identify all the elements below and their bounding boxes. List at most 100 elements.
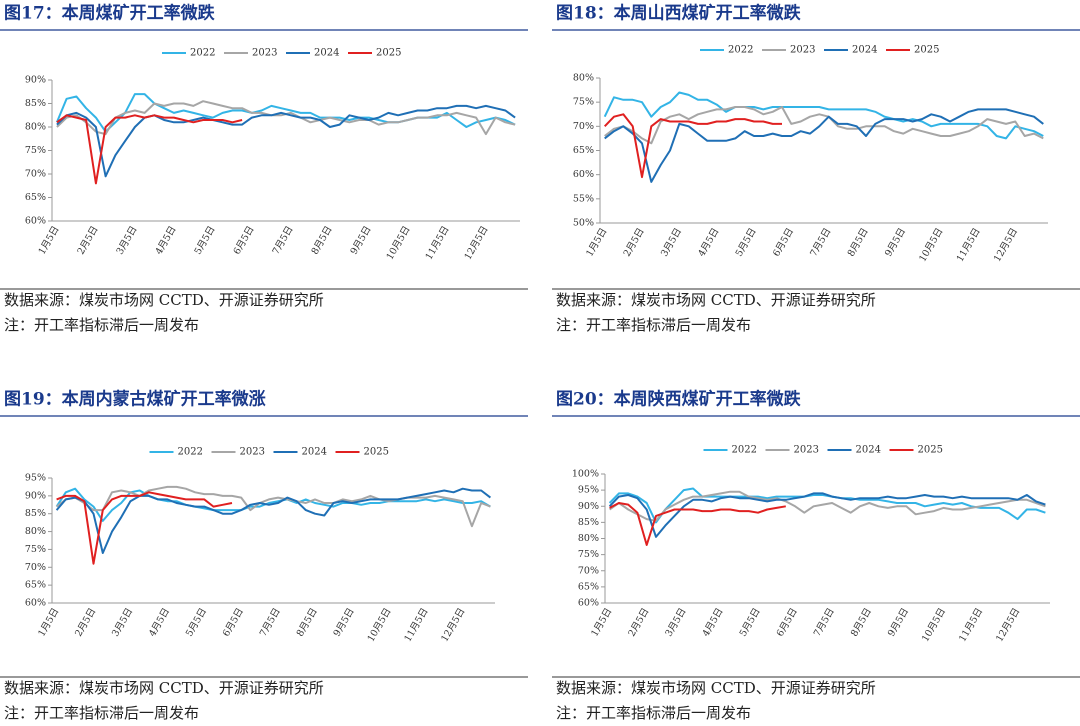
- y-tick-label: 55%: [573, 193, 594, 204]
- x-tick-label: 10月5日: [920, 606, 948, 644]
- x-tick-label: 5月5日: [193, 224, 218, 256]
- legend-label: 2025: [376, 48, 401, 59]
- x-tick-label: 2月5日: [622, 226, 647, 258]
- x-tick-label: 3月5日: [110, 606, 135, 638]
- y-tick-label: 75%: [573, 97, 594, 108]
- x-tick-label: 7月5日: [812, 606, 837, 638]
- y-tick-label: 80%: [573, 73, 594, 84]
- x-tick-label: 8月5日: [295, 606, 320, 638]
- x-tick-label: 9月5日: [349, 224, 374, 256]
- series-line: [56, 114, 243, 185]
- x-tick-label: 8月5日: [849, 606, 874, 638]
- y-tick-label: 90%: [25, 75, 46, 86]
- y-tick-label: 60%: [578, 598, 599, 609]
- x-tick-label: 1月5日: [37, 224, 62, 256]
- x-tick-label: 9月5日: [332, 606, 357, 638]
- x-tick-label: 6月5日: [771, 226, 796, 258]
- y-tick-label: 80%: [578, 533, 599, 544]
- y-tick-label: 60%: [25, 598, 46, 609]
- legend-label: 2023: [794, 445, 819, 456]
- x-tick-label: 11月5日: [955, 226, 983, 264]
- x-tick-label: 4月5日: [701, 606, 726, 638]
- series-line: [55, 93, 516, 133]
- figure-title: 图17：本周煤矿开工率微跌: [4, 3, 216, 24]
- x-tick-label: 11月5日: [957, 606, 985, 644]
- x-tick-label: 12月5日: [994, 606, 1022, 644]
- y-tick-label: 85%: [25, 98, 46, 109]
- series-line: [56, 104, 516, 178]
- y-tick-label: 70%: [25, 562, 46, 573]
- y-tick-label: 60%: [573, 169, 594, 180]
- legend-label: 2024: [302, 447, 327, 458]
- y-tick-label: 90%: [25, 490, 46, 501]
- legend-label: 2024: [852, 45, 877, 56]
- legend-label: 2025: [918, 445, 943, 456]
- x-tick-label: 6月5日: [221, 606, 246, 638]
- series-line: [603, 113, 782, 179]
- series-line: [604, 106, 1044, 145]
- series-line: [608, 492, 1046, 538]
- x-tick-label: 1月5日: [36, 606, 61, 638]
- y-tick-label: 70%: [25, 169, 46, 180]
- legend-label: 2023: [252, 48, 277, 59]
- x-tick-label: 11月5日: [424, 224, 452, 262]
- series-line: [603, 91, 1044, 140]
- x-tick-label: 7月5日: [808, 226, 833, 258]
- x-tick-label: 10月5日: [917, 226, 945, 264]
- x-tick-label: 5月5日: [734, 226, 759, 258]
- legend-label: 2022: [178, 447, 203, 458]
- x-tick-label: 10月5日: [366, 606, 394, 644]
- note-text: 注：开工率指标滞后一周发布: [4, 704, 199, 722]
- series-line: [609, 490, 1046, 522]
- series-line: [55, 487, 491, 522]
- x-tick-label: 3月5日: [663, 606, 688, 638]
- x-tick-label: 7月5日: [271, 224, 296, 256]
- x-tick-label: 12月5日: [439, 606, 467, 644]
- x-tick-label: 12月5日: [992, 226, 1020, 264]
- series-line: [604, 108, 1044, 183]
- figure-title: 图18：本周山西煤矿开工率微跌: [556, 3, 802, 24]
- source-text: 数据来源：煤炭市场网 CCTD、开源证券研究所: [556, 291, 876, 309]
- x-tick-label: 3月5日: [659, 226, 684, 258]
- x-tick-label: 4月5日: [696, 226, 721, 258]
- legend-label: 2025: [364, 447, 389, 458]
- y-tick-label: 85%: [25, 508, 46, 519]
- y-tick-label: 50%: [573, 218, 594, 229]
- x-tick-label: 1月5日: [584, 226, 609, 258]
- source-text: 数据来源：煤炭市场网 CCTD、开源证券研究所: [4, 291, 324, 309]
- y-tick-label: 75%: [578, 549, 599, 560]
- x-tick-label: 11月5日: [402, 606, 430, 644]
- y-tick-label: 85%: [578, 517, 599, 528]
- y-tick-label: 80%: [25, 122, 46, 133]
- note-text: 注：开工率指标滞后一周发布: [4, 316, 199, 334]
- y-tick-label: 65%: [25, 580, 46, 591]
- legend-label: 2023: [240, 447, 265, 458]
- legend-label: 2024: [856, 445, 881, 456]
- x-tick-label: 2月5日: [76, 224, 101, 256]
- x-tick-label: 4月5日: [147, 606, 172, 638]
- legend-label: 2025: [914, 45, 939, 56]
- x-tick-label: 7月5日: [258, 606, 283, 638]
- y-tick-label: 95%: [578, 485, 599, 496]
- y-tick-label: 90%: [578, 501, 599, 512]
- y-tick-label: 60%: [25, 216, 46, 227]
- x-tick-label: 6月5日: [232, 224, 257, 256]
- figure-title: 图20：本周陕西煤矿开工率微跌: [556, 389, 802, 410]
- x-tick-label: 5月5日: [184, 606, 209, 638]
- x-tick-label: 10月5日: [385, 224, 413, 262]
- x-tick-label: 4月5日: [154, 224, 179, 256]
- x-tick-label: 8月5日: [846, 226, 871, 258]
- y-tick-label: 75%: [25, 145, 46, 156]
- note-text: 注：开工率指标滞后一周发布: [556, 316, 751, 334]
- series-line: [609, 502, 786, 546]
- y-tick-label: 80%: [25, 526, 46, 537]
- figure-title: 图19：本周内蒙古煤矿开工率微涨: [4, 389, 266, 410]
- note-text: 注：开工率指标滞后一周发布: [556, 704, 751, 722]
- legend-label: 2022: [728, 45, 753, 56]
- series-line: [55, 485, 491, 528]
- series-line: [56, 491, 233, 565]
- x-tick-label: 6月5日: [775, 606, 800, 638]
- y-tick-label: 95%: [25, 473, 46, 484]
- series-line: [55, 487, 492, 554]
